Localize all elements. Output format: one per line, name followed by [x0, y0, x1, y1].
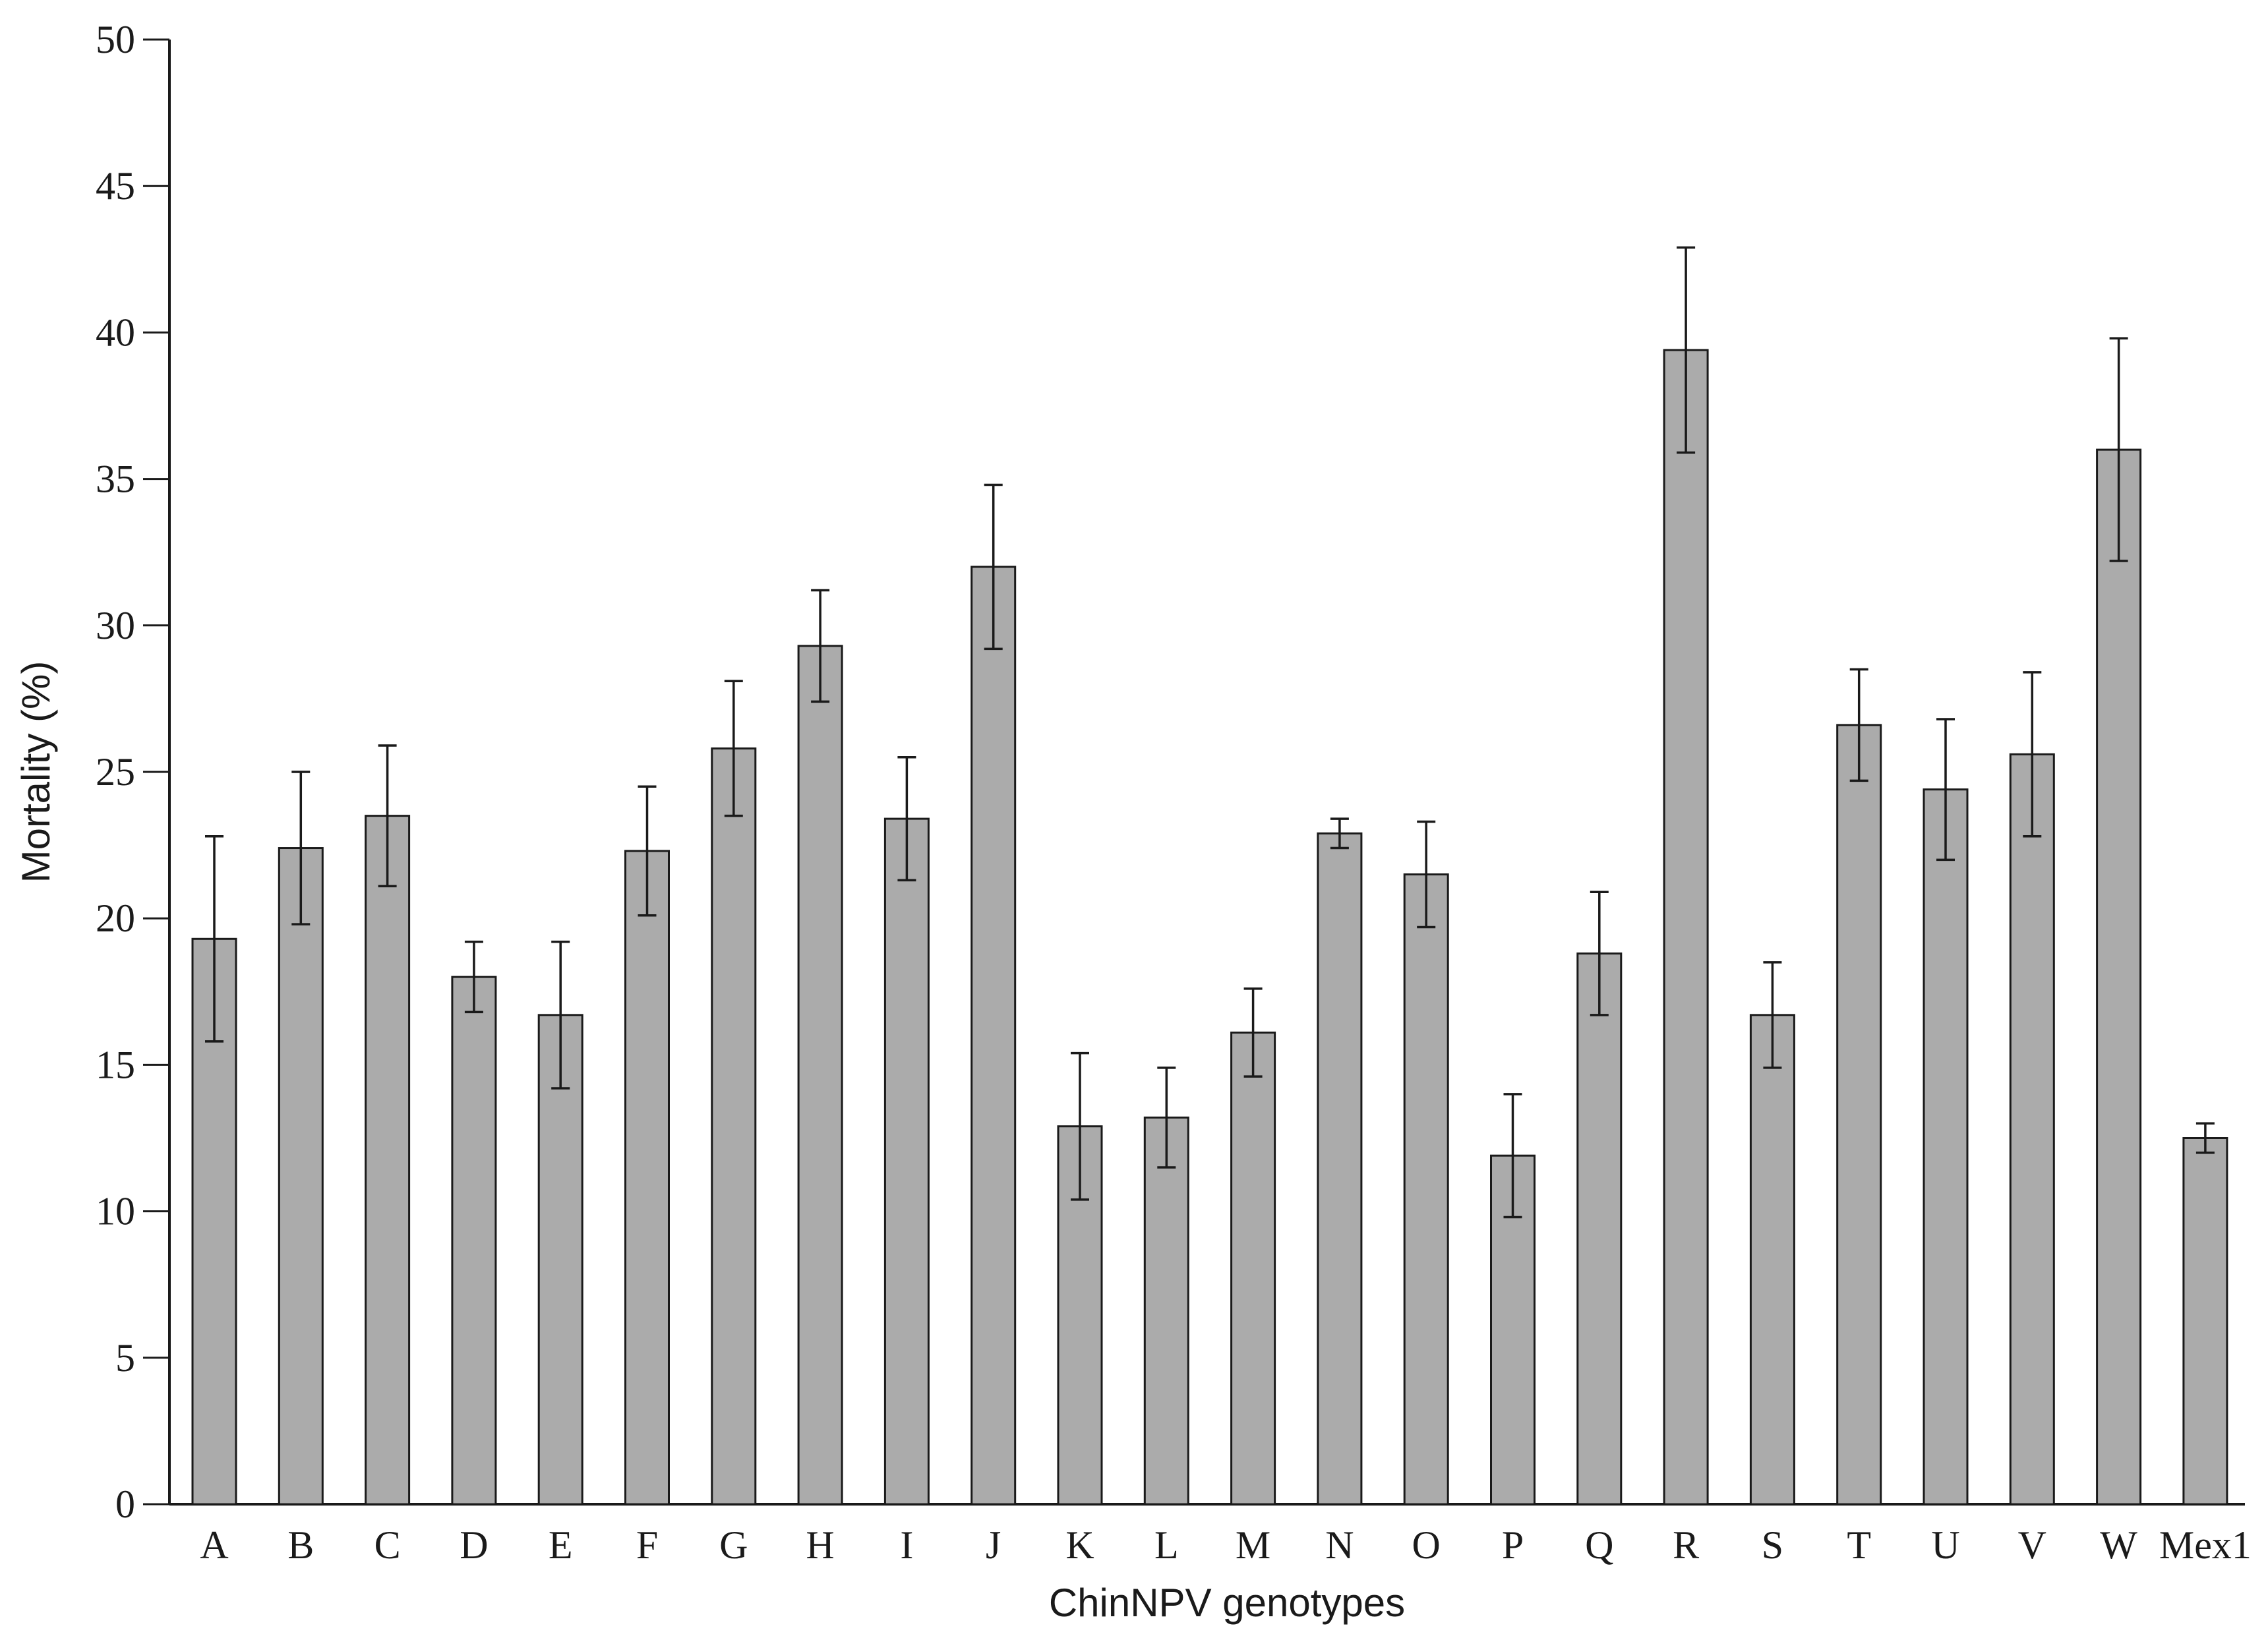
bar-C [365, 815, 411, 1506]
x-axis-title: ChinNPV genotypes [1049, 1581, 1405, 1625]
x-tick-label-R: R [1673, 1523, 1699, 1567]
y-tick-labels: 0 5 10 15 20 25 30 35 40 45 50 [96, 18, 135, 1526]
y-tick-label: 30 [96, 604, 135, 647]
bar-S [1749, 1014, 1795, 1506]
x-tick-label-F: F [636, 1523, 658, 1567]
x-tick-label-C: C [374, 1523, 401, 1567]
x-tick-label-W: W [2100, 1523, 2137, 1567]
x-tick-label-B: B [287, 1523, 314, 1567]
x-tick-label-P: P [1502, 1523, 1524, 1567]
x-tick-label-K: K [1065, 1523, 1094, 1567]
x-tick-label-G: G [719, 1523, 748, 1567]
bar-W [2096, 448, 2142, 1506]
bar-J [970, 566, 1017, 1506]
y-axis [143, 38, 171, 1506]
y-tick-label: 35 [96, 457, 135, 501]
bar-M [1230, 1032, 1276, 1506]
bars [191, 349, 2228, 1506]
x-tick-label-I: I [900, 1523, 913, 1567]
bar-D [451, 976, 497, 1506]
x-tick-label-N: N [1325, 1523, 1354, 1567]
y-tick-label: 25 [96, 750, 135, 794]
bar-N [1317, 832, 1363, 1506]
y-tick-label: 10 [96, 1190, 135, 1233]
bar-E [537, 1014, 583, 1506]
x-tick-label-H: H [806, 1523, 834, 1567]
x-tick-label-Mex1: Mex1 [2159, 1523, 2252, 1567]
bar-V [2009, 753, 2055, 1506]
bar-L [1143, 1116, 1189, 1506]
bar-G [711, 747, 757, 1506]
bar-Q [1576, 952, 1623, 1506]
bar-I [883, 817, 930, 1506]
x-tick-label-A: A [200, 1523, 228, 1567]
bar-A [191, 937, 237, 1506]
x-tick-label-L: L [1154, 1523, 1179, 1567]
bar-B [278, 847, 324, 1506]
x-tick-label-U: U [1931, 1523, 1959, 1567]
y-tick-label: 45 [96, 164, 135, 208]
bar-T [1836, 724, 1882, 1506]
y-tick-label: 50 [96, 18, 135, 61]
bar-U [1923, 788, 1969, 1506]
y-tick-label: 20 [96, 896, 135, 940]
y-tick-label: 40 [96, 310, 135, 354]
error-bars [205, 246, 2215, 1219]
bar-O [1403, 873, 1449, 1506]
bar-F [624, 850, 670, 1506]
x-tick-label-V: V [2018, 1523, 2046, 1567]
x-tick-label-T: T [1847, 1523, 1871, 1567]
x-tick-label-O: O [1412, 1523, 1441, 1567]
x-tick-label-E: E [549, 1523, 573, 1567]
x-tick-label-D: D [460, 1523, 488, 1567]
x-tick-label-M: M [1236, 1523, 1270, 1567]
y-axis-title: Mortality (%) [14, 661, 58, 883]
x-tick-label-J: J [986, 1523, 1001, 1567]
x-tick-label-S: S [1762, 1523, 1783, 1567]
y-tick-label: 15 [96, 1043, 135, 1086]
bar-H [797, 645, 843, 1506]
y-tick-label: 0 [115, 1482, 135, 1526]
y-tick-label: 5 [115, 1336, 135, 1380]
x-tick-labels: A B C D E F G H I J K L M N O P Q R S T U V W Mex1 [200, 1523, 2252, 1567]
x-tick-label-Q: Q [1585, 1523, 1613, 1567]
bar-R [1663, 349, 1709, 1506]
bar-Mex1 [2182, 1137, 2228, 1506]
